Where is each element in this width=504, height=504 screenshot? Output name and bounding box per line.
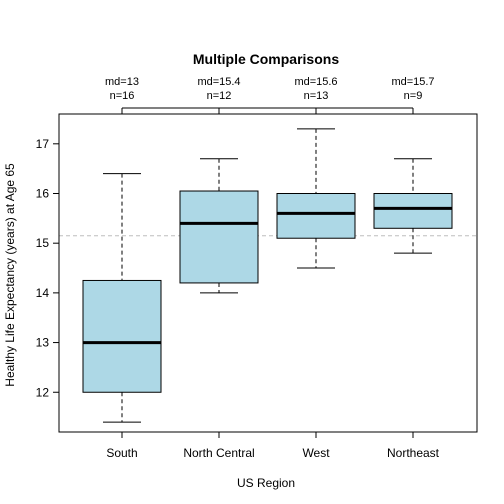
median-label: md=15.6	[294, 76, 337, 88]
y-tick-label: 16	[36, 187, 50, 201]
x-tick-label: Northeast	[387, 446, 440, 460]
x-axis-label: US Region	[237, 476, 295, 490]
median-label: md=15.7	[391, 76, 434, 88]
box-4	[373, 193, 453, 229]
y-tick-label: 14	[36, 286, 50, 300]
y-tick-label: 17	[36, 137, 50, 151]
median-label: md=15.4	[197, 76, 240, 88]
x-tick-label: South	[106, 446, 137, 460]
x-tick-label: North Central	[183, 446, 254, 460]
plot-area: 12 13 14 15 16 17 South md=13 n=16 North Central m…	[36, 76, 478, 460]
y-tick-label: 12	[36, 385, 50, 399]
box-2	[179, 190, 259, 284]
count-label: n=12	[207, 90, 232, 102]
y-tick-label: 15	[36, 236, 50, 250]
count-label: n=13	[304, 90, 329, 102]
box-1	[82, 279, 162, 393]
count-label: n=9	[404, 90, 423, 102]
median-label: md=13	[105, 76, 139, 88]
box-3	[276, 193, 356, 239]
chart-title: Multiple Comparisons	[193, 51, 339, 67]
y-tick-label: 13	[36, 336, 50, 350]
y-axis-label: Healthy Life Expectancy (years) at Age 6…	[3, 163, 17, 387]
x-tick-label: West	[302, 446, 330, 460]
count-label: n=16	[110, 90, 135, 102]
